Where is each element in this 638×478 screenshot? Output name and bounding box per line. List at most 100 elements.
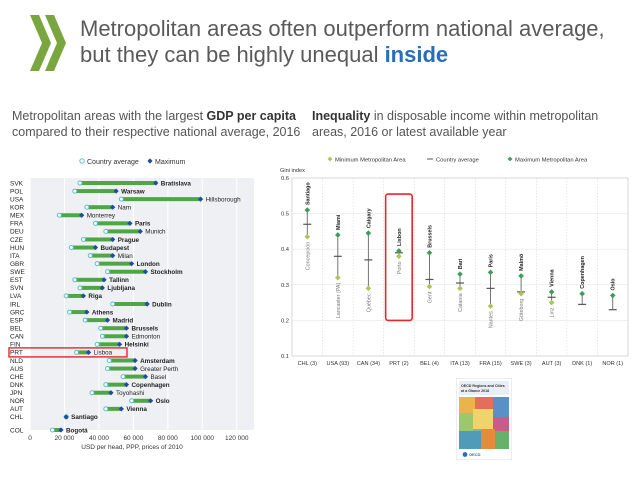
country-average-marker — [72, 188, 78, 194]
range-bar — [105, 382, 127, 387]
country-average-marker — [94, 261, 100, 267]
group-label: CHL (3) — [298, 361, 318, 367]
country-code-label: IRL — [10, 301, 21, 308]
max-city-label: Copenhagen — [580, 256, 586, 289]
maximum-marker — [426, 249, 433, 256]
plot-area — [291, 177, 629, 357]
country-average-marker — [72, 277, 78, 283]
country-average-marker — [89, 390, 95, 396]
min-city-label: Concepción — [305, 242, 311, 270]
maximum-marker — [457, 271, 463, 277]
legend-marker-minimum — [327, 156, 333, 162]
range-bar — [71, 245, 96, 250]
minimum-marker — [457, 285, 463, 292]
metro-area-label: Prague — [118, 237, 140, 244]
country-average-marker — [80, 236, 86, 242]
country-code-label: BEL — [10, 326, 23, 333]
range-bar — [131, 398, 151, 403]
metro-area-label: Greater Perth — [140, 366, 179, 373]
group-label: SWE (3) — [511, 361, 532, 367]
country-code-label: HUN — [10, 245, 24, 252]
country-code-label: NOR — [10, 398, 25, 405]
country-average-marker — [99, 333, 105, 339]
gini-inequality-chart: Minimum Metropolitan Area Country average… — [280, 156, 629, 367]
cover-oecd-logo — [462, 452, 468, 457]
chevron-left-shape — [30, 15, 51, 71]
cover-title-band — [459, 381, 509, 395]
country-code-label: PRT — [10, 350, 23, 357]
range-bar — [76, 350, 89, 355]
metro-area-label: Bogotá — [66, 427, 88, 434]
range-bar — [92, 390, 111, 395]
maximum-marker — [108, 390, 114, 396]
min-city-label: Lancaster (PA) — [336, 282, 342, 318]
right-subtitle-post: in disposable income within metropolitan… — [312, 109, 599, 139]
maximum-marker — [123, 333, 130, 339]
highlight-box-prt — [384, 193, 413, 322]
range-bar — [102, 334, 127, 339]
country-code-label: NLD — [10, 358, 23, 365]
maximum-marker — [113, 188, 119, 194]
max-city-label: Brussels — [427, 225, 433, 248]
country-average-marker — [84, 204, 90, 210]
range-bar — [112, 302, 148, 306]
metro-area-label: Helsinki — [125, 342, 149, 349]
country-average-marker — [103, 406, 109, 412]
group-label: BEL (4) — [420, 361, 439, 367]
maximum-marker — [127, 220, 133, 226]
left-subtitle-post: compared to their respective national av… — [12, 125, 301, 139]
metro-area-label: Warsaw — [121, 188, 145, 195]
country-code-label: KOR — [10, 205, 24, 212]
country-code-label: JPN — [10, 390, 23, 397]
country-code-label: DNK — [10, 382, 24, 389]
group-label: NOR (1) — [602, 361, 623, 367]
country-average-marker — [103, 228, 109, 234]
metro-area-label: Paris — [135, 221, 151, 228]
cover-publisher: OECD — [469, 452, 481, 457]
max-city-label: Lisbon — [397, 228, 403, 246]
min-city-label: Nantes — [489, 311, 495, 328]
metro-area-label: Oslo — [156, 398, 170, 405]
group-label: CAN (34) — [357, 361, 380, 367]
range-bar — [107, 366, 136, 371]
maximum-marker — [197, 196, 204, 202]
x-tick-label: 40 000 — [89, 435, 109, 442]
country-code-label: AUT — [10, 406, 23, 413]
country-average-marker — [67, 309, 73, 315]
maximum-marker — [153, 180, 159, 186]
country-average-marker — [98, 325, 104, 331]
metro-area-label: Bratislava — [161, 180, 192, 187]
chevron-right-shape — [45, 15, 66, 71]
country-code-label: ITA — [10, 253, 20, 260]
legend-label-maximum: Maximum — [155, 159, 186, 166]
x-tick-label: 0 — [28, 435, 32, 442]
legend-marker-maximum — [147, 158, 153, 164]
x-tick-label: 20 000 — [55, 435, 75, 442]
min-city-label: Göteborg — [519, 299, 525, 321]
page-title: Metropolitan areas often outperform nati… — [80, 16, 615, 68]
right-chart-subtitle: Inequality in disposable income within m… — [312, 108, 627, 140]
country-average-marker — [105, 269, 111, 275]
country-code-label: EST — [10, 277, 23, 284]
title-highlight: inside — [384, 42, 449, 67]
legend-label-minimum: Minimum Metropolitan Area — [335, 158, 406, 164]
country-code-label: POL — [10, 188, 23, 195]
title-line-1: Metropolitan areas often outperform nati… — [80, 16, 605, 41]
country-average-marker — [105, 366, 111, 372]
y-axis-label: Gini index — [280, 168, 305, 174]
x-tick-label: 80 000 — [158, 435, 178, 442]
maximum-marker — [142, 269, 149, 275]
country-average-marker — [82, 317, 88, 323]
group-label: AUT (3) — [542, 361, 562, 367]
maximum-marker — [132, 365, 138, 372]
range-bar — [79, 181, 156, 185]
range-bar — [90, 253, 113, 258]
range-bar — [105, 229, 141, 234]
range-bar — [59, 213, 82, 218]
maximum-marker — [110, 236, 116, 243]
y-tick-label: 0.6 — [281, 176, 289, 182]
country-code-label: GRC — [10, 309, 25, 316]
range-bar — [105, 406, 122, 411]
country-code-label: LVA — [10, 293, 22, 300]
maximum-marker — [132, 357, 138, 364]
